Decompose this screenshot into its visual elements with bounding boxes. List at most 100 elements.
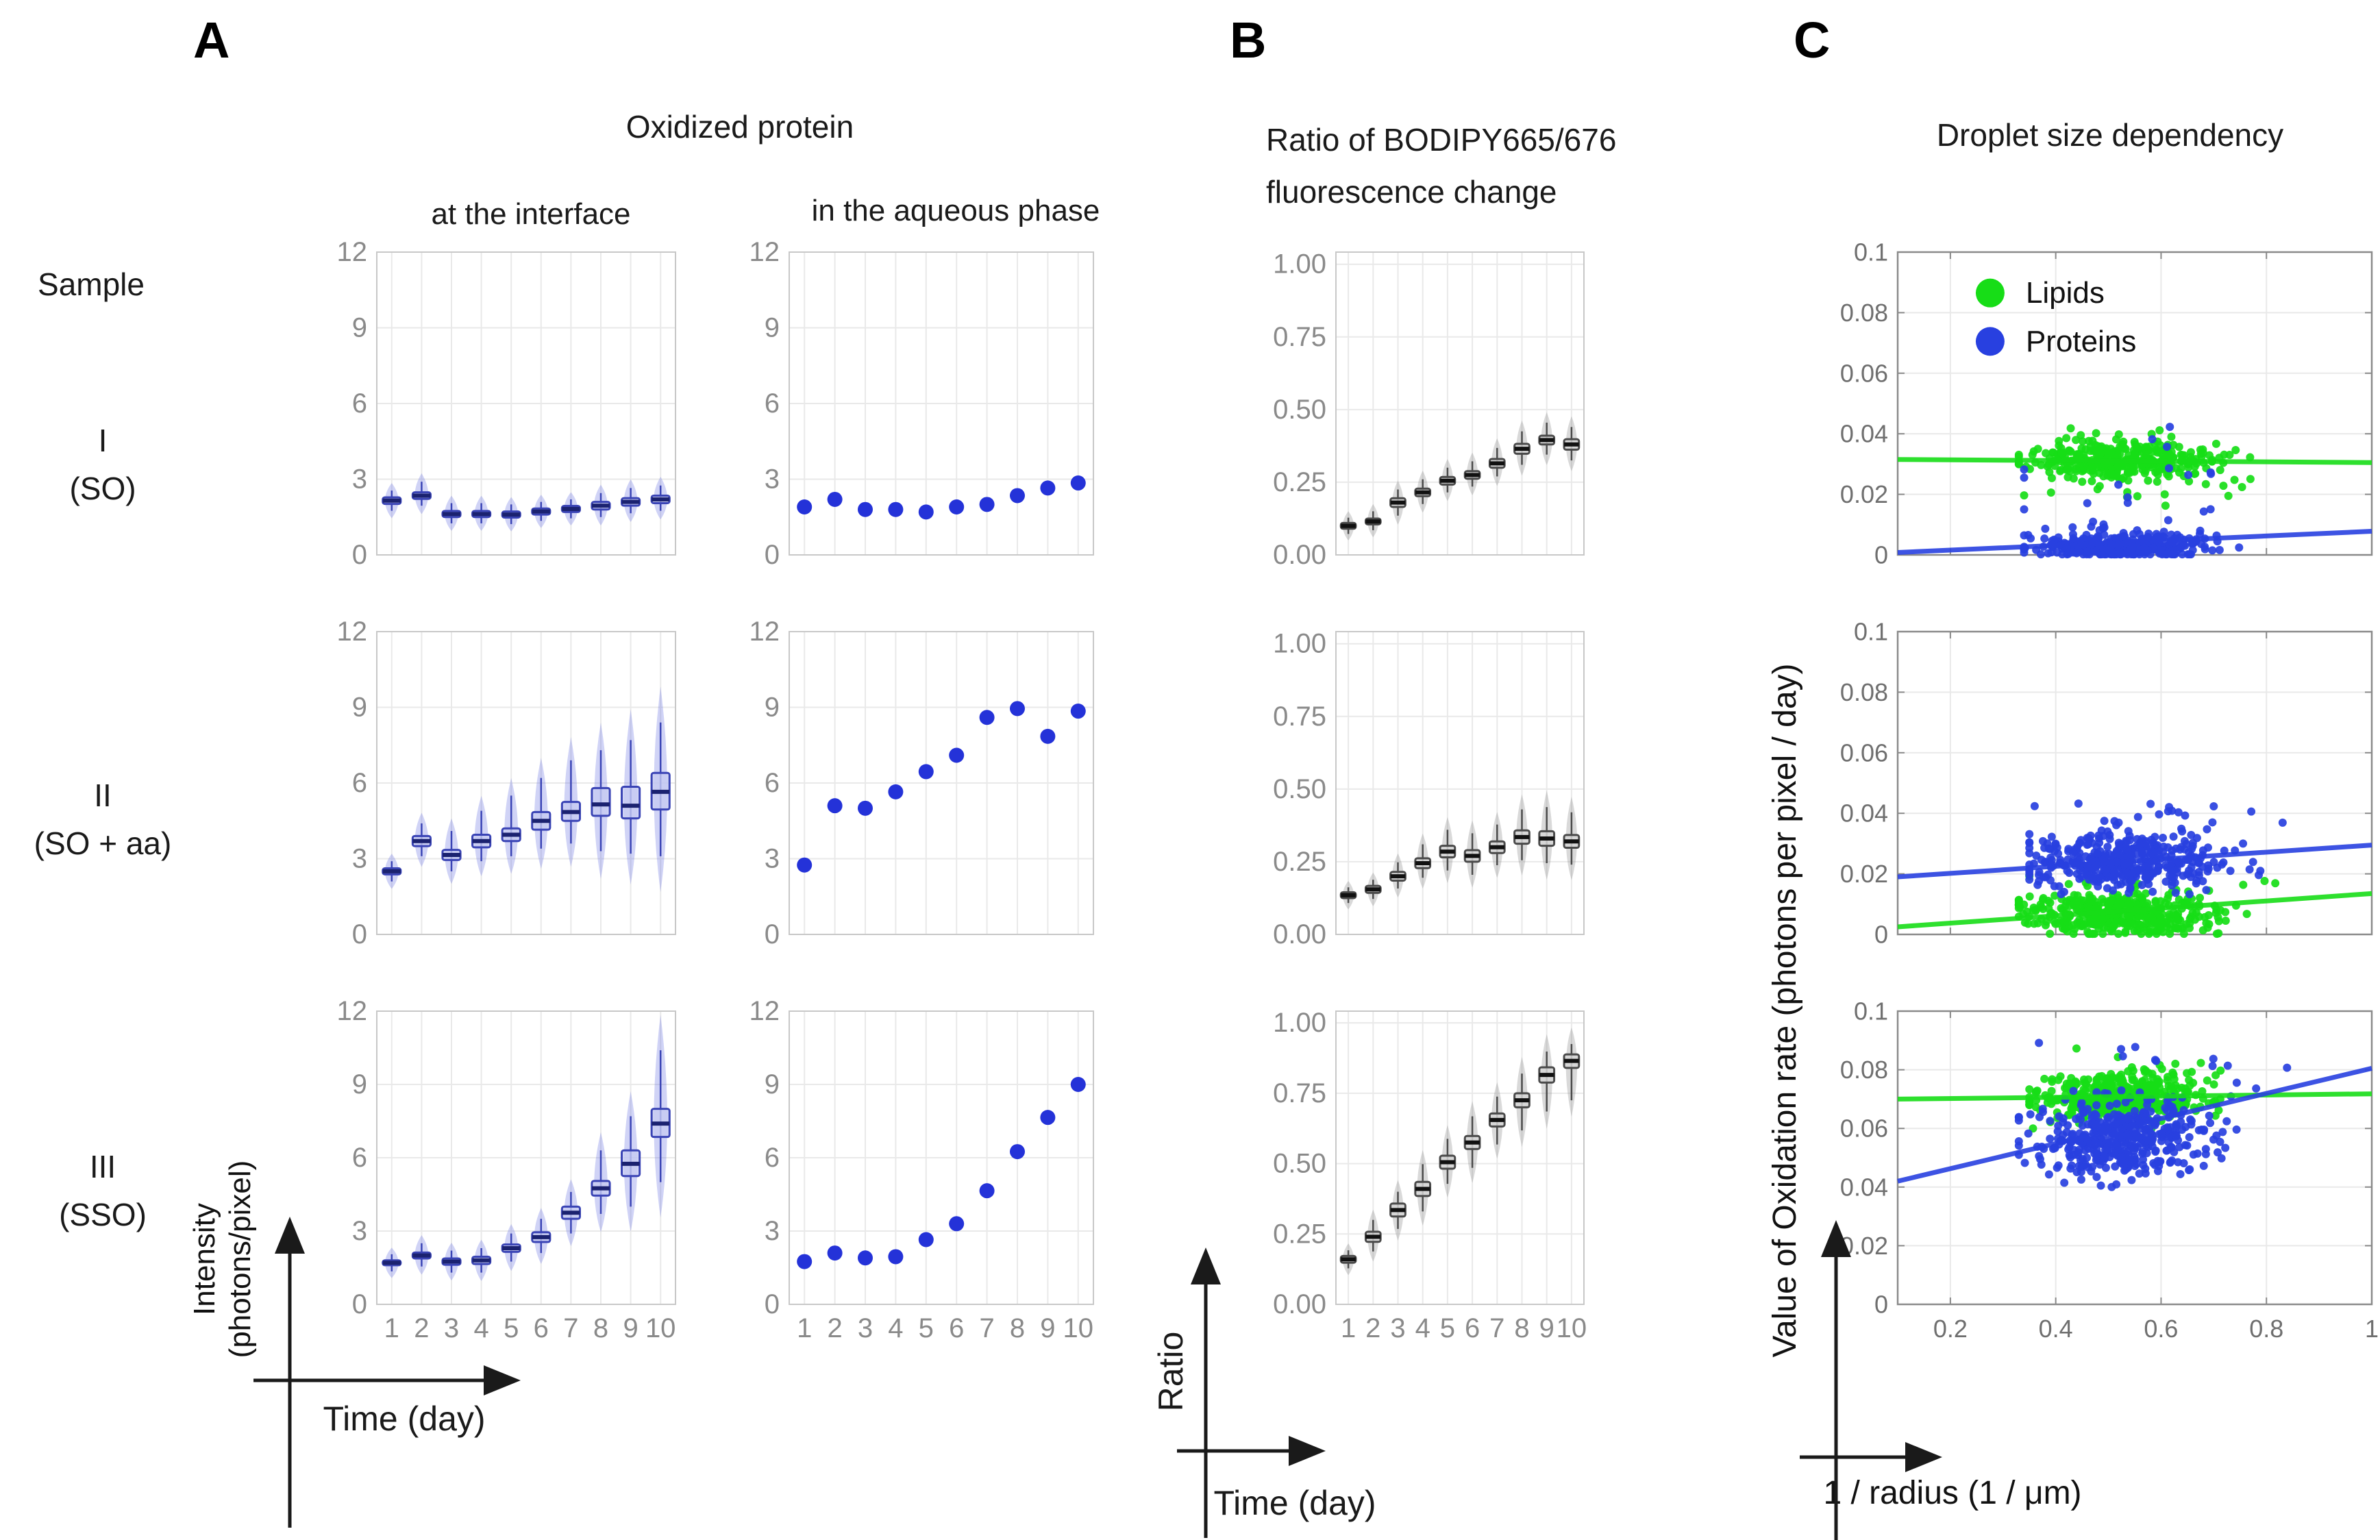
svg-text:0.75: 0.75 — [1273, 322, 1326, 352]
svg-text:1: 1 — [797, 1313, 812, 1343]
plot-a-aqueous-sample3: 0 3 6 9 12 1 2 3 4 5 6 7 8 9 10 — [749, 996, 1094, 1343]
c-axes-arrow-icon — [1800, 1220, 1942, 1540]
plot-a-interface-sample3: 0 3 6 9 12 1 2 3 4 5 6 7 8 9 10 — [337, 996, 676, 1343]
sample-3-numeral: III — [89, 1149, 116, 1184]
svg-text:6: 6 — [352, 388, 367, 419]
svg-text:0: 0 — [765, 540, 780, 570]
svg-text:0: 0 — [352, 919, 367, 949]
svg-text:3: 3 — [858, 1313, 873, 1343]
svg-text:3: 3 — [352, 1216, 367, 1246]
svg-text:0.50: 0.50 — [1273, 1149, 1326, 1179]
a-axes-arrow-icon — [253, 1217, 521, 1528]
svg-text:0.02: 0.02 — [1840, 480, 1888, 508]
svg-text:1.00: 1.00 — [1273, 1008, 1326, 1038]
b-axes-arrow-icon — [1177, 1247, 1326, 1538]
svg-text:8: 8 — [593, 1313, 608, 1343]
svg-text:3: 3 — [765, 1216, 780, 1246]
svg-text:3: 3 — [1390, 1313, 1405, 1343]
svg-text:7: 7 — [563, 1313, 578, 1343]
svg-text:4: 4 — [888, 1313, 903, 1343]
svg-text:0.25: 0.25 — [1273, 467, 1326, 497]
svg-text:0.06: 0.06 — [1840, 738, 1888, 767]
panel-a-title: Oxidized protein — [625, 109, 854, 145]
svg-text:9: 9 — [1539, 1313, 1554, 1343]
svg-text:3: 3 — [444, 1313, 459, 1343]
panel-c-tag: C — [1794, 12, 1831, 69]
svg-text:0.02: 0.02 — [1840, 860, 1888, 888]
svg-text:12: 12 — [749, 237, 780, 267]
plot-b-ratio-sample2: 0.00 0.25 0.50 0.75 1.00 — [1273, 629, 1585, 949]
svg-text:6: 6 — [765, 768, 780, 798]
plot-a-aqueous-sample1: 0 3 6 9 12 — [749, 237, 1094, 570]
b-x-axis-label: Time (day) — [1213, 1484, 1376, 1522]
a-y-axis-label-line1: Intensity — [188, 1203, 221, 1315]
svg-text:0: 0 — [1874, 1291, 1888, 1319]
svg-text:2: 2 — [827, 1313, 842, 1343]
svg-text:6: 6 — [534, 1313, 549, 1343]
svg-text:5: 5 — [919, 1313, 934, 1343]
svg-text:12: 12 — [337, 237, 368, 267]
svg-text:12: 12 — [337, 996, 368, 1026]
panel-b-tag: B — [1230, 12, 1267, 69]
svg-text:6: 6 — [352, 1143, 367, 1173]
svg-text:0: 0 — [352, 540, 367, 570]
plot-a-aqueous-sample2: 0 3 6 9 12 — [749, 617, 1094, 949]
svg-text:0.04: 0.04 — [1840, 420, 1888, 448]
panel-a-col2-title: in the aqueous phase — [811, 194, 1100, 227]
panel-a-col1-title: at the interface — [431, 197, 631, 231]
plot-c-scatter-sample3: 0 0.02 0.04 0.06 0.08 0.1 0.2 0.4 0.6 0.8 1 — [1840, 997, 2379, 1343]
svg-text:0.08: 0.08 — [1840, 1056, 1888, 1084]
svg-text:0.00: 0.00 — [1273, 540, 1326, 570]
svg-text:1: 1 — [2365, 1315, 2379, 1343]
svg-text:6: 6 — [949, 1313, 964, 1343]
svg-text:3: 3 — [765, 844, 780, 874]
svg-text:0.04: 0.04 — [1840, 799, 1888, 828]
svg-text:6: 6 — [352, 768, 367, 798]
svg-text:8: 8 — [1010, 1313, 1025, 1343]
svg-text:0.50: 0.50 — [1273, 395, 1326, 425]
svg-text:9: 9 — [765, 1069, 780, 1100]
svg-text:1.00: 1.00 — [1273, 249, 1326, 280]
panel-c-title: Droplet size dependency — [1936, 117, 2284, 153]
svg-text:12: 12 — [749, 617, 780, 647]
svg-text:5: 5 — [504, 1313, 519, 1343]
svg-text:0.25: 0.25 — [1273, 1219, 1326, 1249]
plot-a-interface-sample2: 0 3 6 9 12 — [337, 617, 676, 949]
svg-text:8: 8 — [1514, 1313, 1529, 1343]
svg-text:4: 4 — [1415, 1313, 1430, 1343]
svg-text:5: 5 — [1440, 1313, 1455, 1343]
panel-b-title-line2: fluorescence change — [1266, 174, 1557, 210]
svg-text:9: 9 — [765, 313, 780, 343]
sample-2-name: (SO + aa) — [34, 825, 172, 861]
plot-c-scatter-sample1: 0 0.02 0.04 0.06 0.08 0.1 Lipids Proteins — [1840, 238, 2373, 569]
svg-text:1: 1 — [384, 1313, 399, 1343]
c-x-axis-label: 1 / radius (1 / μm) — [1823, 1475, 2082, 1511]
proteins-dot-icon — [1975, 327, 2005, 356]
svg-text:9: 9 — [623, 1313, 638, 1343]
svg-text:9: 9 — [352, 693, 367, 723]
svg-text:9: 9 — [352, 313, 367, 343]
svg-text:0: 0 — [765, 919, 780, 949]
svg-text:12: 12 — [749, 996, 780, 1026]
sample-3-name: (SSO) — [59, 1197, 147, 1232]
svg-text:9: 9 — [765, 693, 780, 723]
legend-item-lipids: Lipids — [1975, 276, 2105, 310]
svg-text:0: 0 — [1874, 921, 1888, 949]
svg-text:0.04: 0.04 — [1840, 1173, 1888, 1201]
svg-text:1: 1 — [1341, 1313, 1356, 1343]
svg-text:0.2: 0.2 — [1933, 1315, 1968, 1343]
svg-text:0.75: 0.75 — [1273, 1078, 1326, 1108]
svg-text:3: 3 — [765, 464, 780, 495]
svg-text:6: 6 — [765, 388, 780, 419]
svg-text:0.75: 0.75 — [1273, 701, 1326, 732]
legend-label: Proteins — [2026, 325, 2136, 358]
svg-text:0.06: 0.06 — [1840, 359, 1888, 387]
svg-text:12: 12 — [337, 617, 368, 647]
svg-text:0.08: 0.08 — [1840, 299, 1888, 327]
svg-text:9: 9 — [1040, 1313, 1055, 1343]
sample-label-1: I (SO) — [27, 417, 178, 512]
svg-text:0.1: 0.1 — [1854, 618, 1888, 646]
svg-text:6: 6 — [765, 1143, 780, 1173]
svg-text:0.08: 0.08 — [1840, 678, 1888, 706]
